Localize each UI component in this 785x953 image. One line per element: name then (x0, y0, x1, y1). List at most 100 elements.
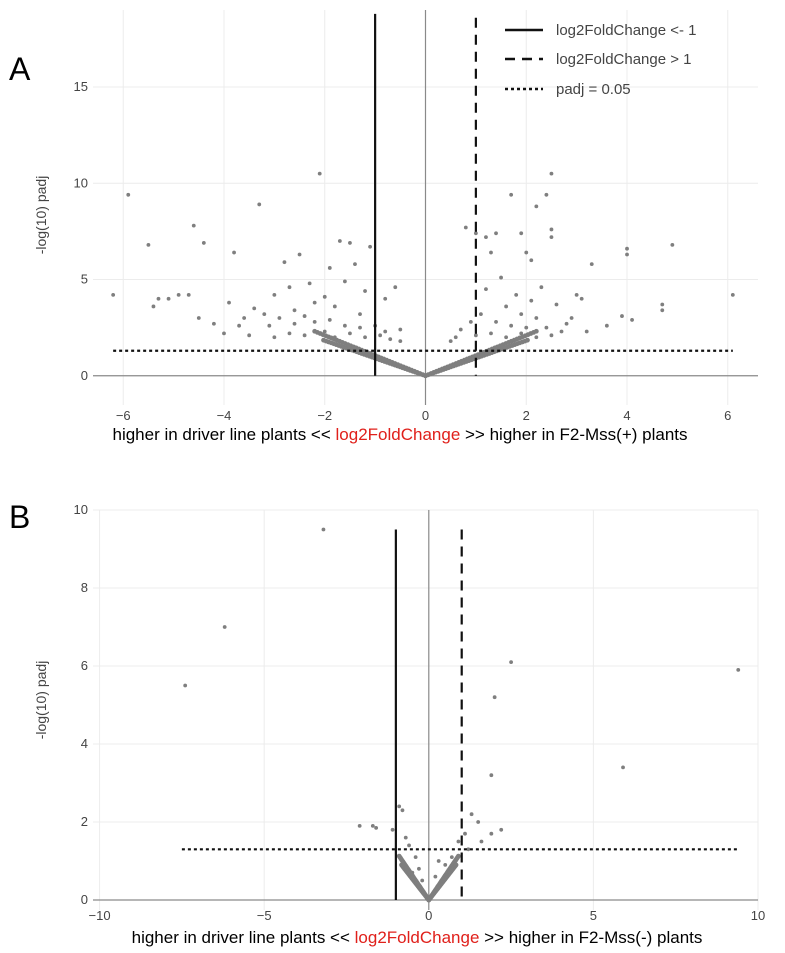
data-point (534, 335, 539, 340)
panel-a-x-caption-left: higher in driver line plants << (112, 425, 335, 444)
x-tick-label: −10 (89, 908, 111, 923)
panel-a-x-caption-right: >> higher in F2-Mss(+) plants (460, 425, 687, 444)
data-point (212, 321, 216, 326)
data-point (660, 302, 665, 307)
panel-a-x-caption-variable: log2FoldChange (336, 425, 461, 444)
data-point (458, 327, 463, 332)
data-point (363, 289, 367, 293)
data-point (257, 202, 262, 207)
data-point (549, 227, 554, 232)
data-point (670, 242, 675, 247)
data-point (363, 335, 367, 340)
data-point (529, 298, 534, 303)
data-point (466, 847, 471, 852)
panel-b-x-caption-right: >> higher in F2-Mss(-) plants (479, 928, 702, 947)
data-point (468, 319, 473, 324)
data-point (484, 287, 488, 292)
data-point (307, 281, 312, 286)
data-point (176, 293, 181, 297)
data-point (443, 863, 448, 867)
data-point (519, 312, 524, 317)
data-point (604, 323, 609, 328)
data-point (287, 331, 292, 336)
data-point (484, 235, 488, 240)
data-point (378, 333, 383, 338)
panel-b-x-caption-variable: log2FoldChange (355, 928, 480, 947)
panel-a-points (111, 171, 735, 379)
data-point (509, 660, 513, 664)
y-tick-label: 0 (81, 892, 88, 907)
data-point (393, 285, 398, 290)
data-point (126, 192, 131, 197)
y-tick-label: 8 (81, 580, 88, 595)
data-point (549, 333, 554, 338)
y-tick-label: 0 (81, 368, 88, 383)
x-tick-label: −5 (257, 908, 272, 923)
panel-a-x-axis-caption: higher in driver line plants << log2Fold… (112, 425, 687, 444)
y-tick-label: 10 (74, 175, 88, 190)
data-point (348, 331, 352, 336)
data-point (564, 321, 569, 326)
data-point (453, 862, 459, 868)
data-point (297, 252, 302, 257)
data-point (534, 204, 539, 209)
data-point (449, 855, 454, 859)
data-point (186, 293, 191, 297)
panel-a-y-axis-label: -log(10) padj (33, 176, 49, 255)
y-tick-label: 6 (81, 658, 88, 673)
data-point (353, 262, 357, 266)
data-point (559, 329, 564, 334)
data-point (509, 323, 514, 328)
data-point (321, 527, 326, 532)
panel-b-grid (93, 509, 759, 910)
data-point (227, 300, 231, 305)
data-point (489, 831, 494, 836)
data-point (383, 296, 388, 301)
data-point (111, 293, 116, 297)
data-point (544, 325, 549, 330)
data-point (479, 312, 483, 317)
data-point (232, 250, 236, 255)
data-point (453, 335, 458, 340)
data-point (489, 331, 493, 336)
data-point (262, 312, 267, 317)
x-tick-label: 2 (523, 408, 530, 423)
data-point (342, 279, 347, 284)
data-point (574, 293, 579, 297)
y-tick-label: 15 (74, 79, 88, 94)
data-point (201, 241, 206, 245)
panel-b: B -log(10) padj −10 −5 0 5 10 0 2 4 6 8 10 higher … (9, 499, 765, 947)
data-point (237, 323, 241, 328)
panel-b-x-axis-caption: higher in driver line plants << log2Fold… (132, 928, 703, 947)
y-tick-label: 10 (74, 502, 88, 517)
data-point (529, 258, 534, 263)
data-point (524, 250, 529, 255)
data-point (549, 171, 554, 176)
data-point (476, 820, 481, 824)
y-tick-label: 4 (81, 736, 88, 751)
data-point (489, 773, 494, 778)
data-point (544, 192, 549, 197)
x-tick-label: 10 (751, 908, 765, 923)
data-point (166, 296, 171, 301)
data-point (272, 293, 277, 297)
x-tick-label: 5 (590, 908, 597, 923)
y-tick-label: 2 (81, 814, 88, 829)
data-point (398, 327, 403, 332)
data-point (433, 874, 438, 879)
data-point (494, 231, 498, 236)
data-point (621, 765, 625, 770)
data-point (479, 839, 484, 844)
data-point (533, 328, 539, 334)
data-point (302, 314, 307, 318)
data-point (660, 308, 665, 313)
data-point (242, 316, 247, 320)
data-point (358, 312, 362, 317)
data-point (539, 285, 544, 290)
data-point (509, 192, 514, 197)
y-tick-label: 5 (81, 272, 88, 287)
data-point (463, 225, 468, 230)
data-point (504, 335, 509, 340)
data-point (156, 296, 161, 301)
